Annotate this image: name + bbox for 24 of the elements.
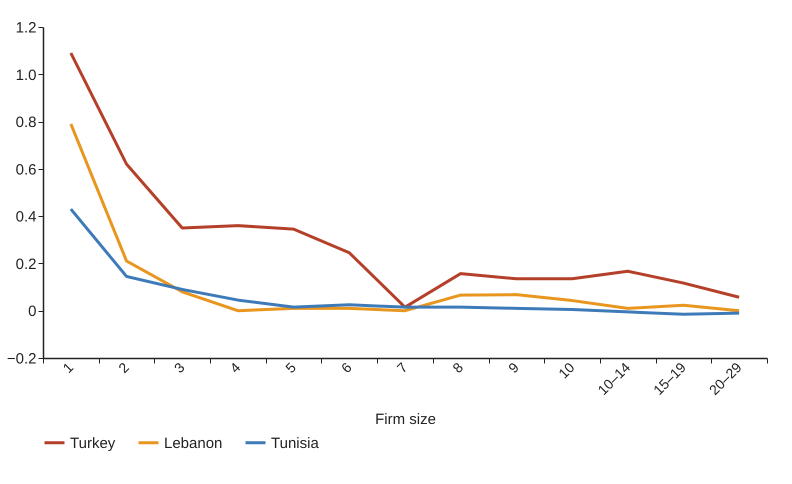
x-tick-label: 2 (115, 358, 132, 376)
line-series (69, 122, 741, 312)
y-tick-label: 0.4 (16, 208, 36, 226)
x-tick-label: 8 (449, 358, 466, 376)
x-axis-title: Firm size (375, 410, 436, 428)
legend-label: Lebanon (164, 434, 222, 452)
x-tick-label: 6 (338, 358, 355, 376)
legend-label: Tunisia (271, 434, 320, 452)
y-tick-label: 0 (28, 303, 36, 320)
y-tick-label: 0.6 (16, 161, 36, 178)
y-tick-label: 1.0 (16, 66, 36, 84)
line-series (69, 208, 741, 316)
x-tick-label: 10 (555, 358, 578, 382)
x-tick-label: 9 (505, 358, 522, 376)
x-tick-label: 4 (226, 358, 244, 376)
y-tick-label: 0.8 (16, 114, 36, 132)
y-tick-label: −0.2 (6, 350, 36, 368)
x-tick-label: 7 (394, 358, 411, 376)
x-tick-label: 5 (282, 358, 300, 376)
x-tick-label: 1 (59, 358, 76, 376)
y-tick-label: 1.2 (16, 20, 36, 36)
x-tick-label: 3 (170, 358, 188, 376)
legend-label: Turkey (70, 434, 116, 452)
y-tick-label: 0.2 (16, 256, 36, 273)
